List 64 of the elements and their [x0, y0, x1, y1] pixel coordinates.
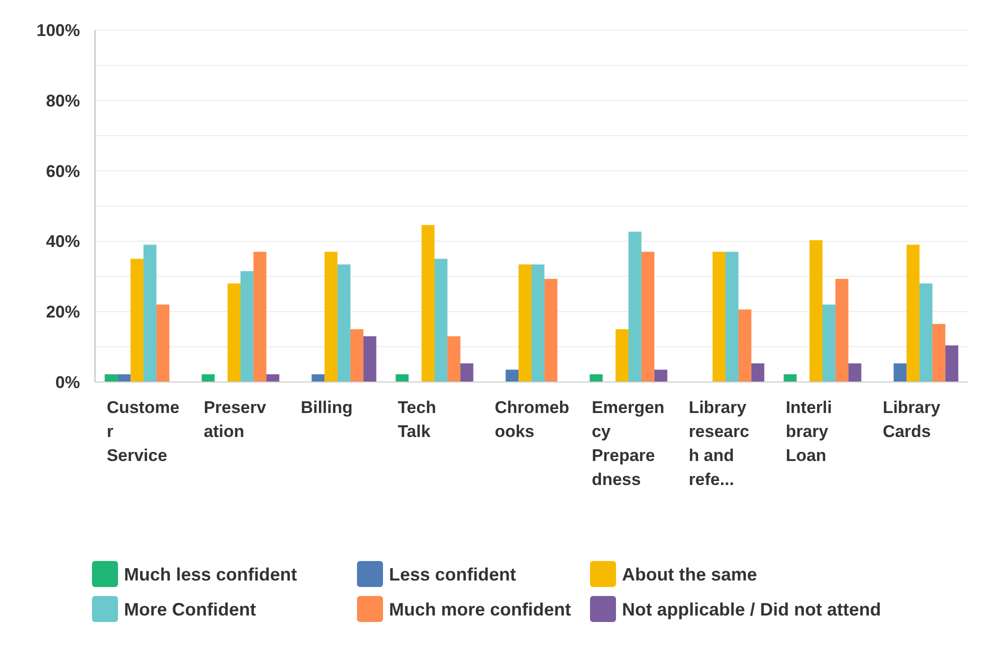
bar — [945, 345, 958, 382]
x-tick-label: Interlibrary Loan — [786, 398, 832, 465]
bar — [822, 304, 836, 382]
bar — [130, 258, 144, 382]
bar — [628, 232, 642, 382]
bar — [144, 244, 156, 382]
legend-label: More Confident — [124, 599, 256, 620]
bar — [396, 374, 409, 382]
bar — [784, 374, 797, 382]
y-tick-label: 100% — [36, 20, 80, 40]
bar — [532, 264, 544, 382]
y-tick-label: 60% — [46, 162, 80, 181]
bar — [363, 336, 376, 382]
legend-label: Much less confident — [124, 564, 298, 584]
bar — [906, 244, 920, 382]
bar — [506, 370, 519, 382]
y-tick-label: 80% — [46, 91, 80, 110]
bar — [202, 374, 215, 382]
bar — [751, 363, 764, 382]
bar — [118, 374, 131, 382]
bar — [932, 324, 946, 382]
bar — [641, 252, 654, 382]
x-tick-label: Tech Talk — [398, 398, 436, 441]
bar — [434, 258, 448, 382]
y-tick-label: 0% — [55, 372, 80, 392]
legend-label: About the same — [622, 564, 758, 584]
bar — [712, 252, 726, 382]
x-tick-label: Preservation — [204, 398, 267, 441]
bar — [590, 374, 603, 382]
bar — [848, 363, 862, 382]
x-tick-label: Billing — [300, 398, 353, 417]
x-tick-label: Customer Service — [106, 398, 180, 465]
legend-label: Much more confident — [389, 599, 572, 620]
bar — [460, 363, 474, 382]
bar — [312, 374, 325, 382]
x-tick-label: Library research and refe... — [688, 398, 750, 489]
y-tick-label: 20% — [46, 302, 80, 322]
bar — [738, 309, 752, 382]
bar — [228, 283, 240, 382]
x-tick-label: Emergency Preparedness — [592, 398, 664, 489]
bar — [894, 363, 907, 382]
bar — [920, 283, 932, 382]
bar — [544, 278, 558, 382]
bar — [835, 278, 848, 382]
bar — [654, 370, 668, 382]
bar — [156, 304, 170, 382]
bar — [616, 329, 628, 382]
bar — [324, 252, 338, 382]
bar — [350, 329, 364, 382]
y-tick-label: 40% — [46, 232, 80, 252]
bar — [447, 336, 460, 382]
bar — [810, 240, 822, 382]
bar — [266, 374, 280, 382]
bar — [726, 252, 738, 382]
bar — [253, 252, 266, 382]
bar — [240, 271, 254, 382]
bar — [338, 264, 350, 382]
legend-label: Less confident — [389, 564, 516, 584]
x-tick-label: Chromebooks — [494, 398, 570, 441]
bar — [422, 225, 434, 382]
bar — [104, 374, 118, 382]
x-tick-label: Library Cards — [882, 398, 941, 441]
bar — [518, 264, 532, 382]
legend-label: Not applicable / Did not attend — [622, 599, 882, 620]
